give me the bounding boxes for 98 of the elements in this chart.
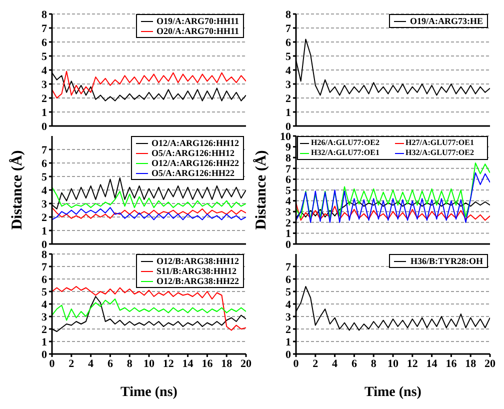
y-tick-label: 6	[286, 274, 292, 286]
x-axis-title: Time (ns)	[120, 385, 178, 400]
legend-label: O19/A:ARG70:HH11	[156, 16, 239, 26]
line-series	[296, 162, 490, 220]
y-tick-label: 4	[286, 196, 292, 208]
y-tick-label: 1	[286, 228, 291, 240]
legend-label: H32/A:GLU77:OE2	[406, 148, 474, 158]
y-tick-label: 7	[42, 144, 48, 156]
y-tick-label: 5	[42, 171, 48, 184]
x-tick-label: 14	[426, 358, 438, 370]
line-series	[52, 286, 246, 331]
x-tick-label: 2	[312, 358, 319, 370]
y-tick-label: 3	[286, 206, 292, 219]
x-tick-label: 20	[484, 358, 496, 370]
y-tick-label: 2	[42, 324, 48, 336]
y-tick-label: 1	[286, 336, 291, 348]
legend-label: S11/B:ARG38:HH12	[156, 266, 237, 276]
y-tick-label: 5	[42, 286, 48, 298]
y-tick-label: 1	[42, 336, 47, 348]
x-tick-label: 16	[446, 358, 458, 370]
y-tick-label: 9	[286, 142, 292, 154]
legend-label: H26/A:GLU77:OE2	[311, 138, 380, 148]
x-tick-label: 2	[68, 358, 75, 370]
y-tick-label: 0	[42, 348, 48, 361]
x-tick-label: 8	[370, 358, 377, 370]
y-tick-label: 1	[286, 106, 291, 119]
y-tick-label: 0	[286, 238, 292, 251]
y-tick-label: 2	[286, 324, 292, 336]
x-tick-label: 18	[465, 358, 477, 370]
y-tick-label: 4	[42, 298, 48, 311]
legend-label: O12/A:ARG126:HH12	[152, 138, 239, 148]
y-tick-label: 3	[286, 311, 292, 324]
x-tick-label: 4	[88, 358, 94, 370]
y-tick-label: 2	[42, 212, 48, 224]
y-tick-label: 8	[286, 8, 292, 21]
x-tick-label: 16	[202, 358, 214, 370]
y-tick-label: 6	[286, 174, 292, 186]
y-tick-label: 4	[42, 184, 48, 197]
x-tick-label: 6	[351, 358, 358, 370]
y-tick-label: 7	[42, 261, 48, 274]
x-tick-label: 10	[144, 358, 155, 370]
y-tick-label: 5	[42, 50, 48, 63]
x-tick-label: 10	[388, 358, 399, 370]
y-tick-label: 6	[42, 274, 48, 286]
x-tick-label: 14	[182, 358, 194, 370]
y-tick-label: 0	[42, 238, 48, 251]
y-tick-label: 2	[286, 92, 292, 105]
y-tick-label: 4	[286, 64, 292, 77]
y-tick-label: 7	[42, 22, 48, 35]
y-tick-label: 3	[286, 78, 292, 91]
y-tick-label: 6	[286, 36, 292, 49]
y-tick-label: 8	[42, 248, 48, 261]
legend-label: O5/A:ARG126:HH12	[152, 148, 234, 158]
y-tick-label: 7	[286, 22, 292, 35]
legend-label: H27/A:GLU77:OE1	[406, 138, 474, 148]
legend-label: O5/A:ARG126:HH22	[152, 168, 234, 178]
x-axis-title: Time (ns)	[364, 385, 422, 400]
y-tick-label: 2	[42, 92, 48, 105]
y-axis-title: Distance (Å)	[8, 150, 26, 230]
y-tick-label: 10	[280, 130, 292, 143]
x-tick-label: 18	[221, 358, 233, 370]
legend-label: O12/B:ARG38:HH22	[156, 276, 239, 286]
y-tick-label: 7	[286, 163, 292, 176]
y-tick-label: 1	[42, 106, 47, 119]
y-tick-label: 2	[286, 217, 292, 230]
y-tick-label: 4	[286, 298, 292, 311]
x-tick-label: 12	[406, 358, 418, 370]
legend-label: O12/B:ARG38:HH12	[156, 256, 239, 266]
line-series	[52, 186, 246, 208]
x-tick-label: 8	[126, 358, 133, 370]
y-tick-label: 1	[42, 225, 47, 238]
x-tick-label: 12	[162, 358, 174, 370]
line-series	[52, 298, 246, 321]
y-tick-label: 6	[42, 158, 48, 170]
x-tick-label: 6	[107, 358, 114, 370]
y-tick-label: 0	[42, 120, 48, 133]
y-tick-label: 0	[286, 348, 292, 361]
line-series	[296, 172, 490, 223]
y-tick-label: 5	[286, 184, 292, 197]
y-tick-label: 5	[286, 50, 292, 63]
legend-label: O20/A:ARG70:HH11	[156, 26, 239, 36]
legend-label: O19/A:ARG73:HE	[410, 16, 483, 26]
y-tick-label: 5	[286, 286, 292, 298]
x-tick-label: 4	[332, 358, 338, 370]
legend-label: H36/B:TYR28:OH	[410, 256, 483, 266]
y-tick-label: 0	[286, 120, 292, 133]
y-tick-label: 3	[42, 311, 48, 324]
y-tick-label: 6	[42, 36, 48, 49]
y-tick-label: 4	[42, 64, 48, 77]
x-tick-label: 20	[240, 358, 252, 370]
y-tick-label: 8	[286, 152, 292, 165]
y-axis-title: Distance (Å)	[252, 150, 270, 230]
y-tick-label: 3	[42, 198, 48, 210]
y-tick-label: 7	[286, 261, 292, 274]
y-tick-label: 8	[42, 8, 48, 21]
legend-label: O12/A:ARG126:HH22	[152, 158, 239, 168]
legend-label: H32/A:GLU77:OE1	[311, 148, 380, 158]
y-tick-label: 3	[42, 78, 48, 91]
